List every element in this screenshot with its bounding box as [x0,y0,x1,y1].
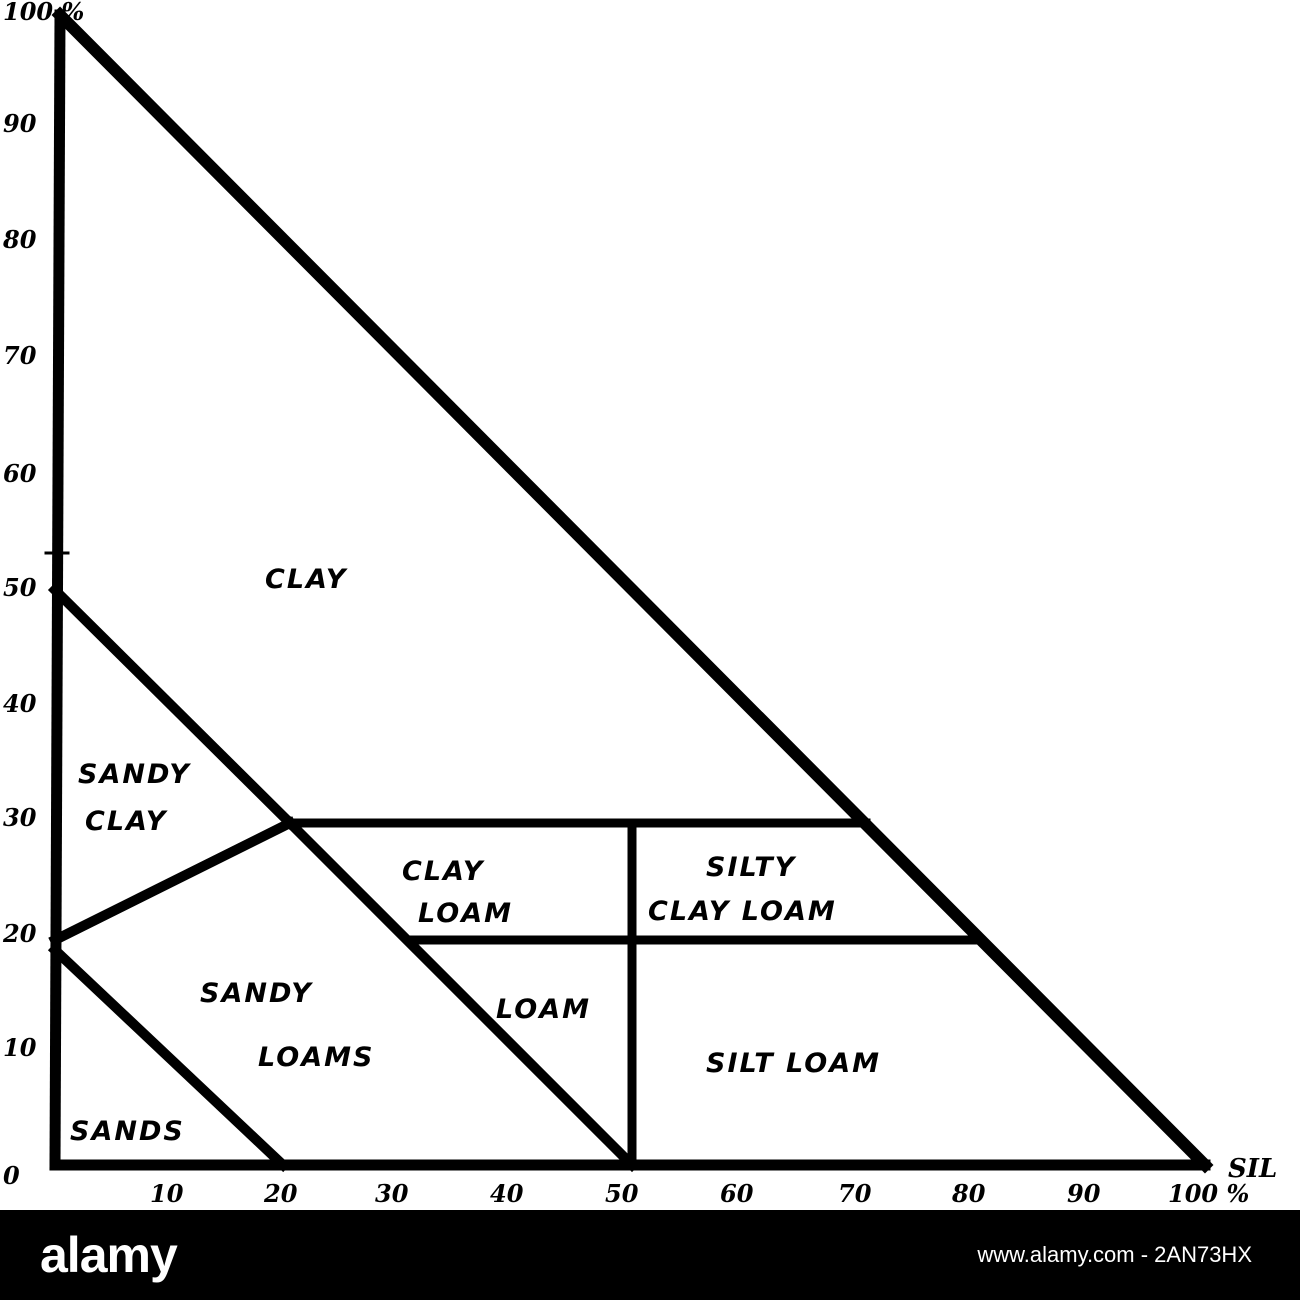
clay-boundary-line [47,582,298,831]
horizontal-tick-90: 90 [1067,1179,1101,1208]
region-label-sandy-loams-1: SANDY [200,978,313,1009]
sands-boundary-line [47,942,291,1173]
region-label-clay-loam-2: LOAM [418,898,513,929]
region-label-sandy-clay-2: CLAY [85,806,168,837]
region-label-silty-clay-loam-1: SILTY [706,852,797,883]
region-label-sandy-clay-1: SANDY [78,759,191,790]
region-label-sandy-loams-2: LOAMS [258,1042,374,1073]
sandy-loam-boundary-line [282,815,640,1173]
vertical-tick-90: 90 [3,109,37,138]
region-label-clay: CLAY [265,564,348,595]
horizontal-tick-30: 30 [375,1179,409,1208]
region-label-silt-loam: SILT LOAM [706,1048,881,1079]
horizontal-tick-50: 50 [605,1179,639,1208]
horizontal-tick-60: 60 [720,1179,754,1208]
horizontal-tick-80: 80 [951,1179,986,1208]
horizontal-tick-70: 70 [838,1179,872,1208]
vertical-tick-40: 40 [3,689,37,718]
watermark-url: www.alamy.com - 2AN73HX [977,1242,1252,1267]
silt-axis-label: SIL [1228,1154,1277,1184]
soil-texture-diagram: 0 10 20 30 40 50 60 70 80 90 100 % 10 20… [2,0,1277,1208]
vertical-tick-60: 60 [3,459,37,488]
vertical-tick-100: 100 % [3,0,84,26]
sandy-clay-boundary-line [48,816,297,947]
hypotenuse-boundary [51,6,1214,1174]
vertical-tick-10: 10 [3,1033,37,1062]
vertical-tick-30: 30 [3,803,37,832]
horizontal-tick-100: 100 % [1168,1179,1249,1208]
region-label-sands: SANDS [70,1116,185,1147]
watermark-banner: alamy www.alamy.com - 2AN73HX [0,1210,1300,1300]
region-label-loam: LOAM [496,994,591,1025]
watermark-logo: alamy [40,1227,178,1283]
vertical-tick-50: 50 [3,573,37,602]
vertical-tick-0: 0 [3,1161,20,1190]
horizontal-tick-40: 40 [490,1179,524,1208]
region-label-clay-loam-1: CLAY [402,856,485,887]
vertical-tick-20: 20 [2,919,37,948]
horizontal-tick-10: 10 [150,1179,184,1208]
vertical-tick-80: 80 [2,225,37,254]
vertical-tick-70: 70 [3,341,37,370]
region-label-silty-clay-loam-2: CLAY LOAM [648,896,837,927]
horizontal-tick-20: 20 [263,1179,298,1208]
